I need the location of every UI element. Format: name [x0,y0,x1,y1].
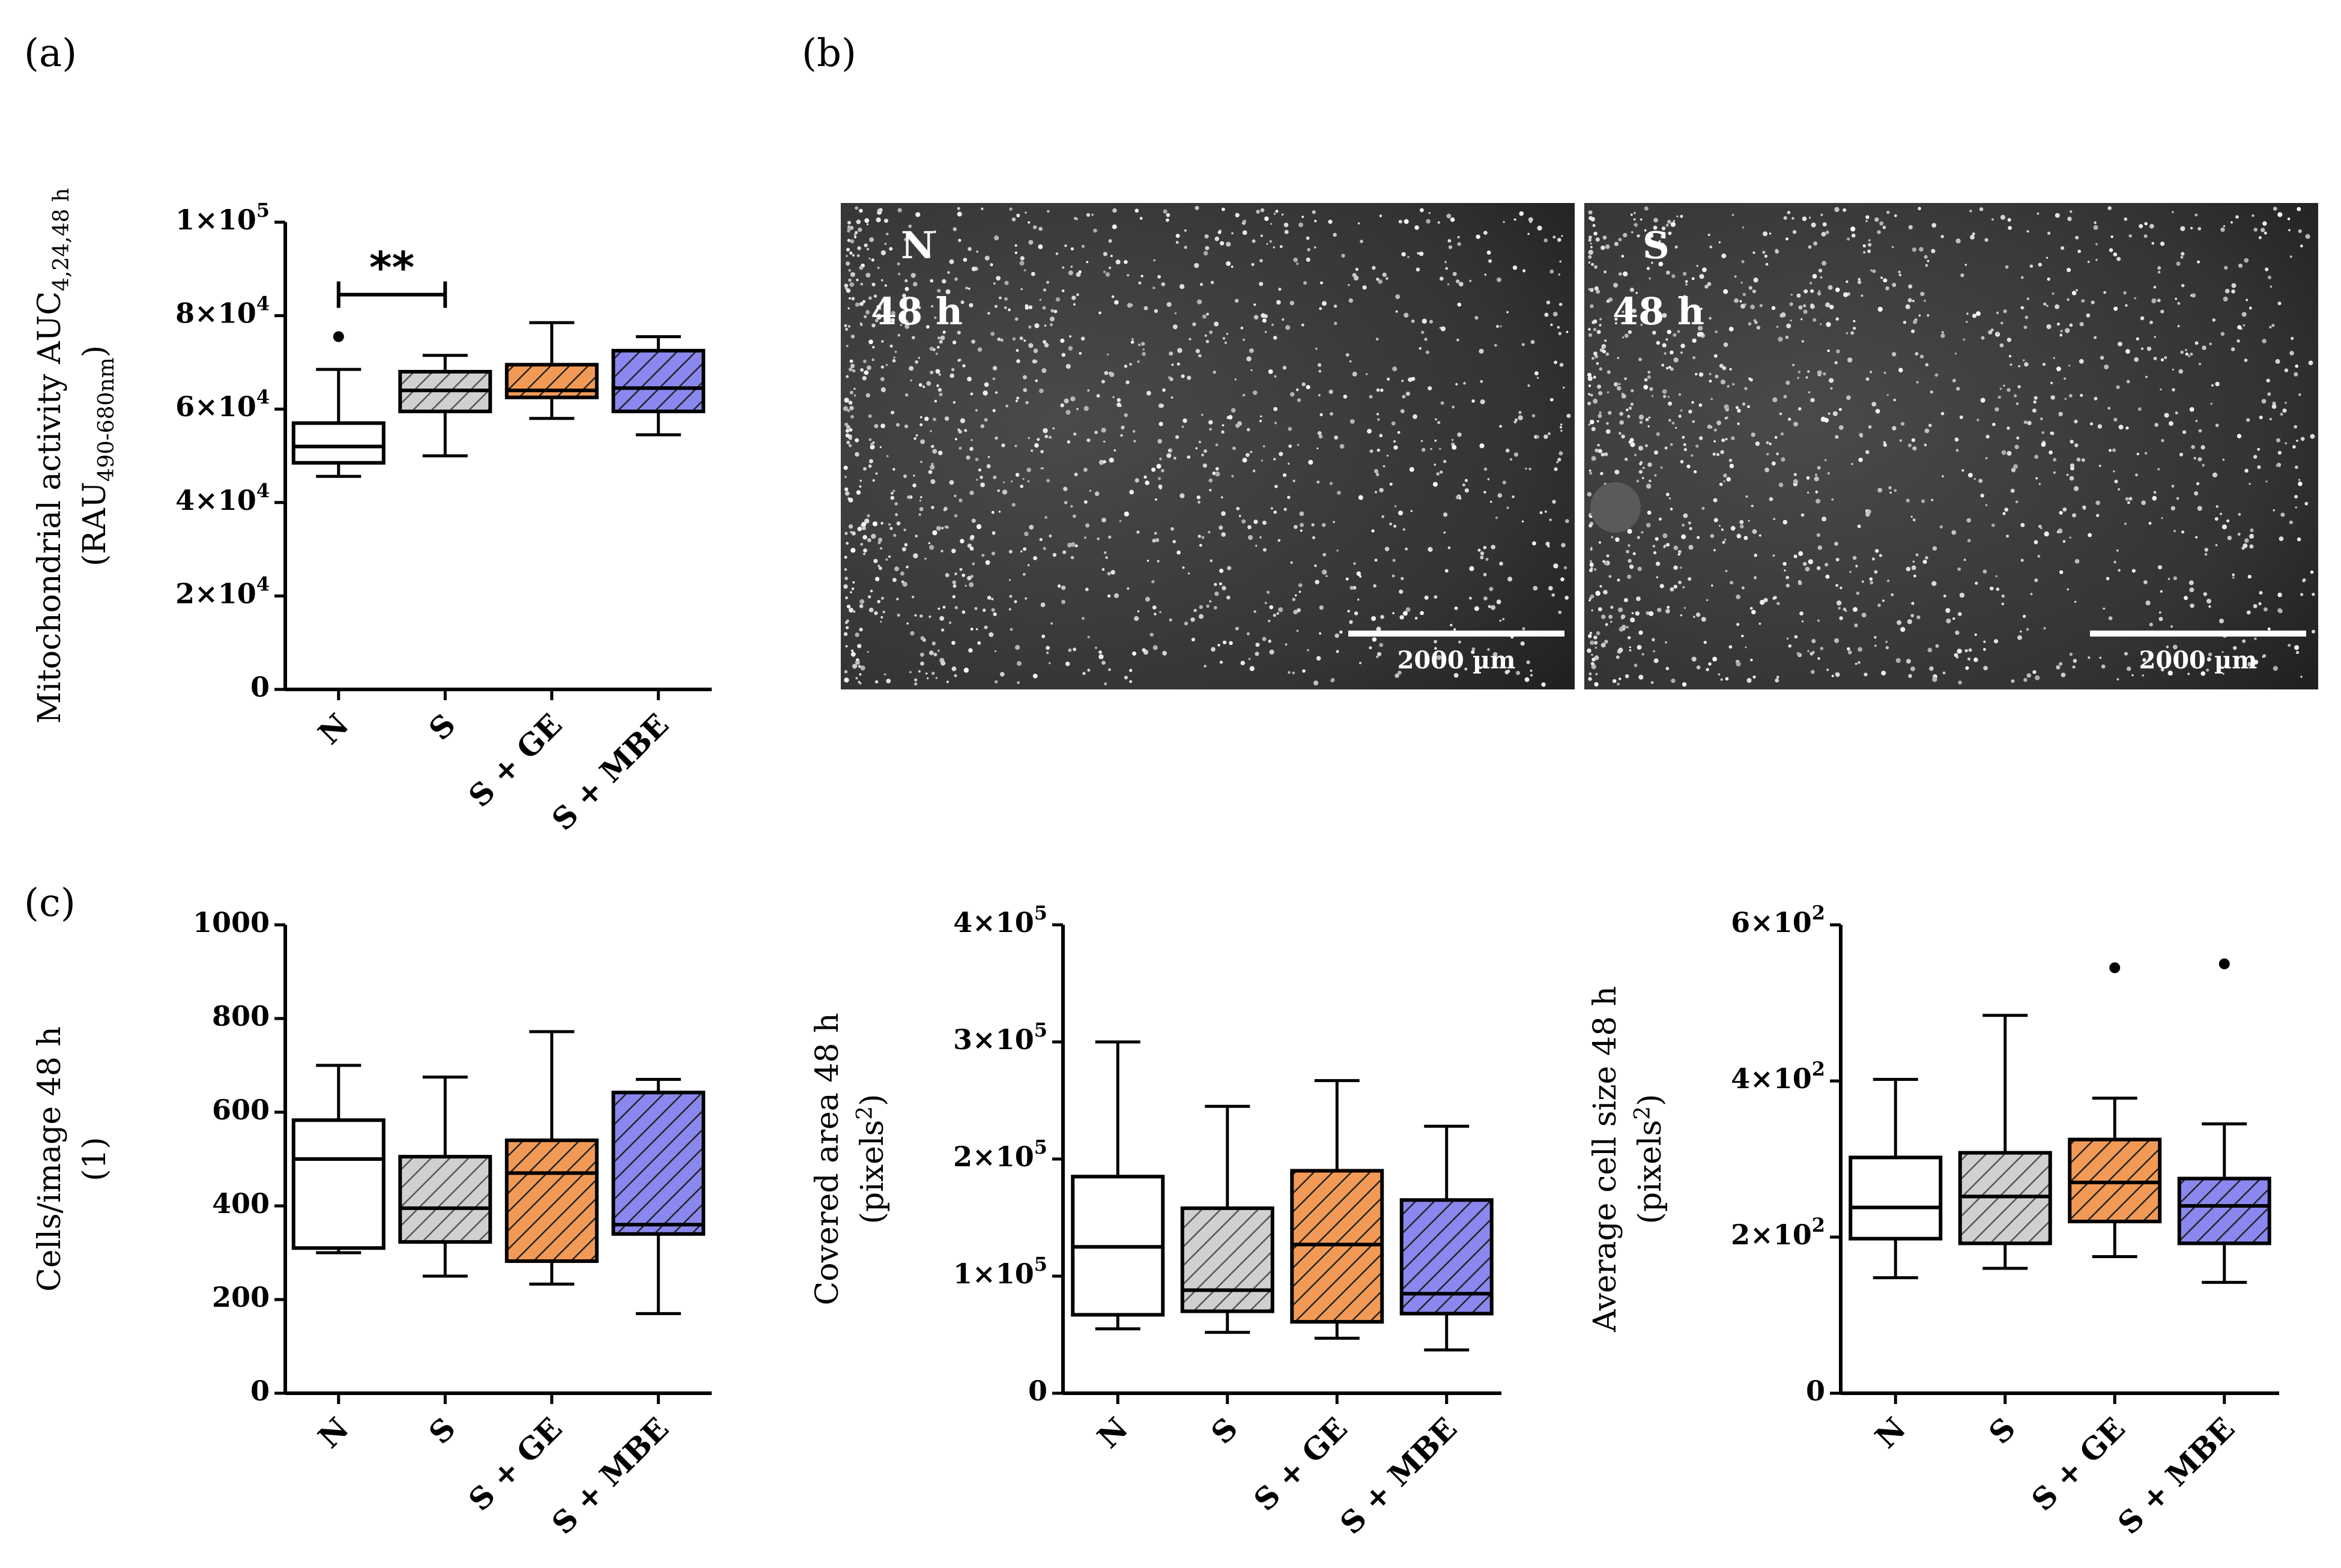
chart-average-cell-size: 0 2×102 4×102 6×102 N S S + GES + MBE Average c… [1587,901,2279,1541]
iqr-box [504,363,599,399]
box-s [1958,1014,2052,1270]
x-tick-label-s: S [422,1411,462,1451]
y-tick-label: 4×105 [953,901,1047,939]
micrograph-s-scale-label: 2000 µm [2139,646,2258,674]
y-axis-label-line1: Cells/image 48 h [32,1026,68,1292]
box-s-mbe [611,1077,706,1315]
micrograph-n-cells [843,205,1571,687]
x-tick-label-n: N [311,707,356,751]
x-tick-label-s-ge: S + GE [462,707,569,814]
iqr-box [504,1138,599,1264]
y-tick-label: 200 [212,1281,270,1313]
iqr-box [398,1155,492,1244]
y-axis-label-line2: (1) [77,1137,113,1181]
y-tick-label: 3×105 [953,1019,1047,1056]
x-tick-label-n: N [1091,1411,1135,1455]
y-tick-label: 600 [212,1094,270,1126]
panel-label-a: (a) [24,31,77,76]
micrograph-s-cell-cluster [1590,482,1641,533]
y-axis-label-line1: Mitochondrial activity AUC4,24,48 h [32,188,74,724]
iqr-box [611,348,706,414]
box-n [1849,1077,1943,1280]
x-tick-label-s: S [1204,1411,1244,1451]
chart-mitochondrial-activity: 0 2×104 4×104 6×104 8×104 1×105 N SS + GES + MB… [32,188,712,837]
y-tick-label: 0 [1806,1375,1825,1407]
iqr-box [2177,1176,2271,1246]
outlier-point [333,331,344,342]
box-s-mbe [1399,1124,1494,1352]
box-s [1180,1104,1274,1334]
box-s-mbe [611,335,706,437]
box-s-mbe [2177,958,2271,1284]
micrograph-n-group-label: N [901,223,935,267]
y-axis-label-line2: (pixels2) [1631,1094,1668,1224]
micrograph-n-time-label: 48 h [871,289,963,333]
y-tick-label: 0 [250,1375,270,1407]
y-tick-label: 400 [212,1187,270,1220]
box-n [291,1064,386,1255]
micrograph-s: S 48 h 2000 µm [1584,203,2318,689]
y-tick-label: 8×104 [175,292,270,330]
micrograph-s-group-label: S [1643,223,1670,267]
iqr-box [291,1118,386,1250]
y-tick-label: 1000 [193,906,270,939]
x-tick-label-s: S [422,707,462,747]
panel-label-b: (b) [802,31,856,76]
micrograph-s-cells [1587,206,2315,687]
x-tick-label-s-ge: S + GE [1247,1411,1354,1518]
x-tick-label-s-mbe: S + MBE [2111,1411,2241,1541]
micrograph-s-background [1584,203,2318,689]
box-s-ge [2068,962,2162,1258]
outlier-point [2218,958,2230,969]
y-axis-label-line2: (RAU490-680nm) [77,345,119,566]
y-axis-label-line1: Covered area 48 h [810,1013,846,1305]
box-s [398,1076,492,1278]
x-tick-label-n: N [1868,1411,1913,1455]
significance-label: ** [369,243,414,293]
iqr-box [1180,1206,1274,1313]
x-tick-label-s-mbe: S + MBE [545,707,675,837]
chart-cells-per-image: 0 200 400 600 800 1000 N SS + GES + MBE Cells/im… [32,906,712,1541]
box-s-ge [504,1030,599,1286]
y-tick-label: 2×102 [1731,1214,1825,1252]
y-tick-label: 2×104 [175,572,270,610]
y-tick-label: 2×105 [953,1136,1047,1173]
x-tick-label-s-ge: S + GE [462,1411,569,1518]
x-tick-label-s: S [1982,1411,2022,1451]
x-tick-label-s-mbe: S + MBE [545,1411,675,1541]
y-tick-label: 6×104 [175,386,270,423]
micrograph-n-scale-label: 2000 µm [1398,646,1516,674]
panel-label-c: (c) [24,881,76,925]
x-tick-label-n: N [311,1411,356,1455]
iqr-box [1399,1198,1494,1316]
y-tick-label: 0 [1028,1375,1047,1407]
x-tick-label-s-mbe: S + MBE [1333,1411,1464,1541]
micrograph-s-time-label: 48 h [1613,289,1704,333]
y-axis-label-line2: (pixels2) [853,1094,891,1224]
y-axis-label-line1: Average cell size 48 h [1587,986,1623,1333]
box-n [291,331,386,478]
micrograph-n-background [841,203,1575,689]
y-tick-label: 0 [250,671,270,703]
outlier-point [2109,962,2121,973]
micrograph-n: N 48 h 2000 µm [841,203,1575,689]
box-s [398,354,492,458]
x-tick-label-s-ge: S + GE [2025,1411,2132,1518]
iqr-box [611,1091,706,1236]
iqr-box [2068,1137,2162,1223]
y-tick-label: 1×105 [175,199,270,237]
y-tick-label: 1×105 [953,1253,1047,1291]
chart-covered-area: 0 1×105 2×105 3×105 4×105 N S S + GES + MBE Cove… [810,901,1501,1541]
y-tick-label: 4×104 [175,479,270,516]
y-tick-label: 4×102 [1731,1058,1825,1095]
box-s-ge [1290,1079,1384,1340]
box-s-ge [504,321,599,420]
iqr-box [1849,1155,1943,1241]
iqr-box [291,421,386,465]
y-tick-label: 800 [212,1000,270,1032]
y-tick-label: 6×102 [1731,901,1825,939]
box-n [1071,1040,1165,1331]
